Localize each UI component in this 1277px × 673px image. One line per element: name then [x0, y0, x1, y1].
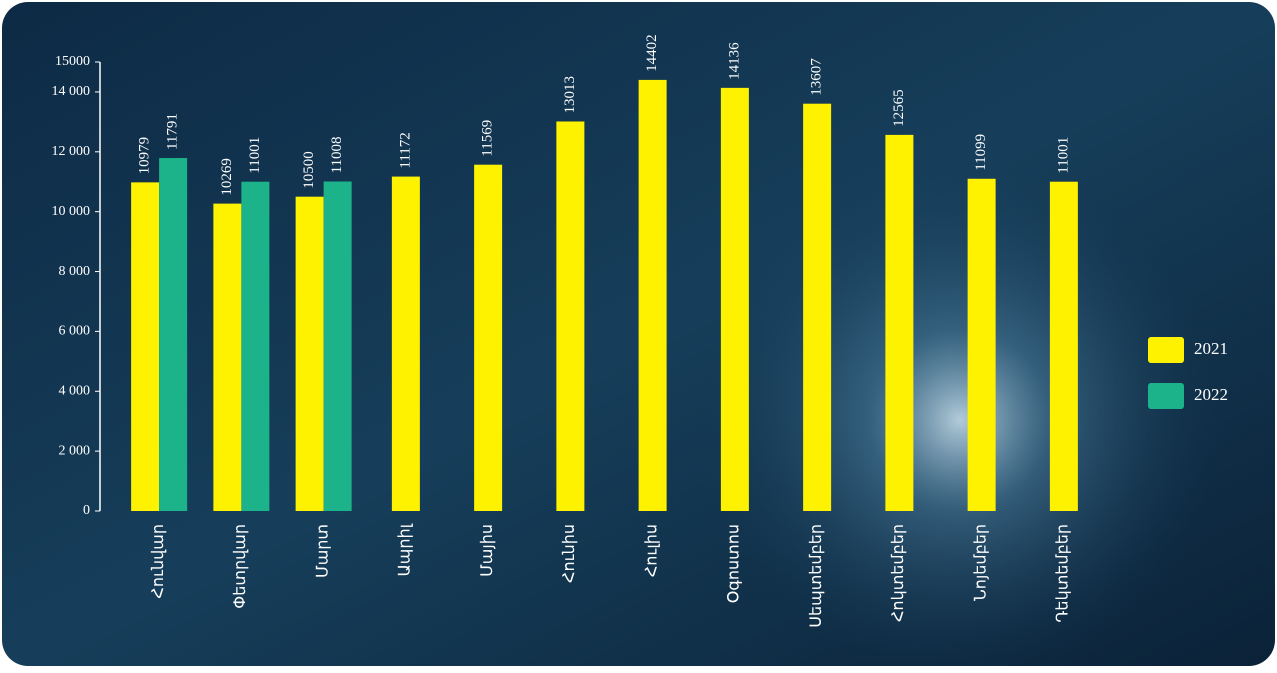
value-label: 13013 — [562, 76, 578, 114]
value-label: 11099 — [973, 134, 989, 171]
bar — [474, 164, 503, 511]
legend-label: 2022 — [1194, 385, 1228, 404]
value-label: 14136 — [726, 42, 742, 80]
bar — [556, 121, 585, 511]
x-tick-label: Մայիս — [479, 524, 496, 577]
x-tick-label: Դեկտեմբեր — [1055, 524, 1072, 623]
value-label: 10979 — [137, 137, 153, 175]
x-tick-label: Հունիս — [561, 524, 578, 583]
bar — [131, 182, 160, 511]
x-tick-label: Մարտ — [314, 524, 331, 578]
value-label: 11001 — [1055, 137, 1071, 174]
bar — [159, 158, 188, 511]
bar — [885, 134, 914, 511]
value-label: 14402 — [644, 34, 660, 72]
value-label: 12565 — [891, 89, 907, 127]
legend-swatch — [1148, 383, 1184, 409]
bar — [967, 178, 996, 511]
value-label: 11008 — [329, 137, 345, 174]
x-tick-label: Օգոստոս — [726, 524, 743, 603]
value-label: 11172 — [397, 132, 413, 168]
value-label: 10500 — [301, 151, 317, 189]
bar — [213, 203, 242, 511]
y-tick-label: 15000 — [55, 54, 90, 69]
bar — [323, 181, 352, 511]
value-label: 13607 — [809, 58, 825, 96]
y-tick-label: 8 000 — [59, 264, 91, 279]
x-tick-label: Հոկտեմբեր — [890, 524, 907, 622]
bar — [1049, 181, 1078, 511]
value-label: 10269 — [219, 158, 235, 196]
y-tick-label: 6 000 — [59, 324, 91, 339]
x-tick-label: Հուլիս — [643, 524, 660, 577]
legend-swatch — [1148, 337, 1184, 363]
x-tick-label: Նոյեմբեր — [972, 524, 989, 601]
y-tick-label: 2 000 — [59, 443, 91, 458]
y-tick-label: 4 000 — [59, 383, 91, 398]
value-label: 11569 — [480, 120, 496, 157]
x-tick-label: Հունվար — [150, 524, 167, 599]
bar — [391, 176, 420, 512]
bar — [803, 103, 832, 511]
y-tick-label: 12 000 — [52, 144, 91, 159]
x-tick-label: Փետրվար — [232, 524, 249, 609]
y-tick-label: 0 — [83, 503, 90, 518]
x-tick-label: Ապրիլ — [397, 523, 414, 576]
legend-label: 2021 — [1194, 339, 1228, 358]
y-tick-label: 14 000 — [52, 84, 91, 99]
bar — [241, 181, 270, 511]
x-tick-label: Սեպտեմբեր — [808, 524, 825, 628]
value-label: 11791 — [165, 113, 181, 150]
bar — [720, 87, 749, 511]
bar — [295, 196, 324, 511]
y-tick-label: 10 000 — [52, 204, 91, 219]
bar — [638, 79, 667, 511]
value-label: 11001 — [247, 137, 263, 174]
